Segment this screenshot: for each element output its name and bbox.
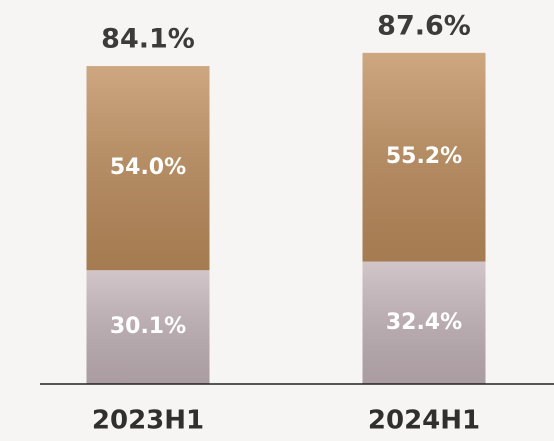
bar-shade (86, 66, 210, 271)
segment-label: 54.0% (110, 155, 186, 180)
segment-label: 32.4% (386, 310, 462, 335)
total-label: 87.6% (377, 10, 471, 41)
total-label: 84.1% (101, 24, 195, 55)
x-tick-label: 2024H1 (368, 406, 480, 436)
bar-shade (86, 270, 210, 384)
segment-label: 30.1% (110, 314, 186, 339)
bar-shade (362, 261, 486, 384)
bar-shade (362, 52, 486, 262)
x-tick-label: 2023H1 (92, 406, 204, 436)
segment-label: 55.2% (386, 144, 462, 169)
